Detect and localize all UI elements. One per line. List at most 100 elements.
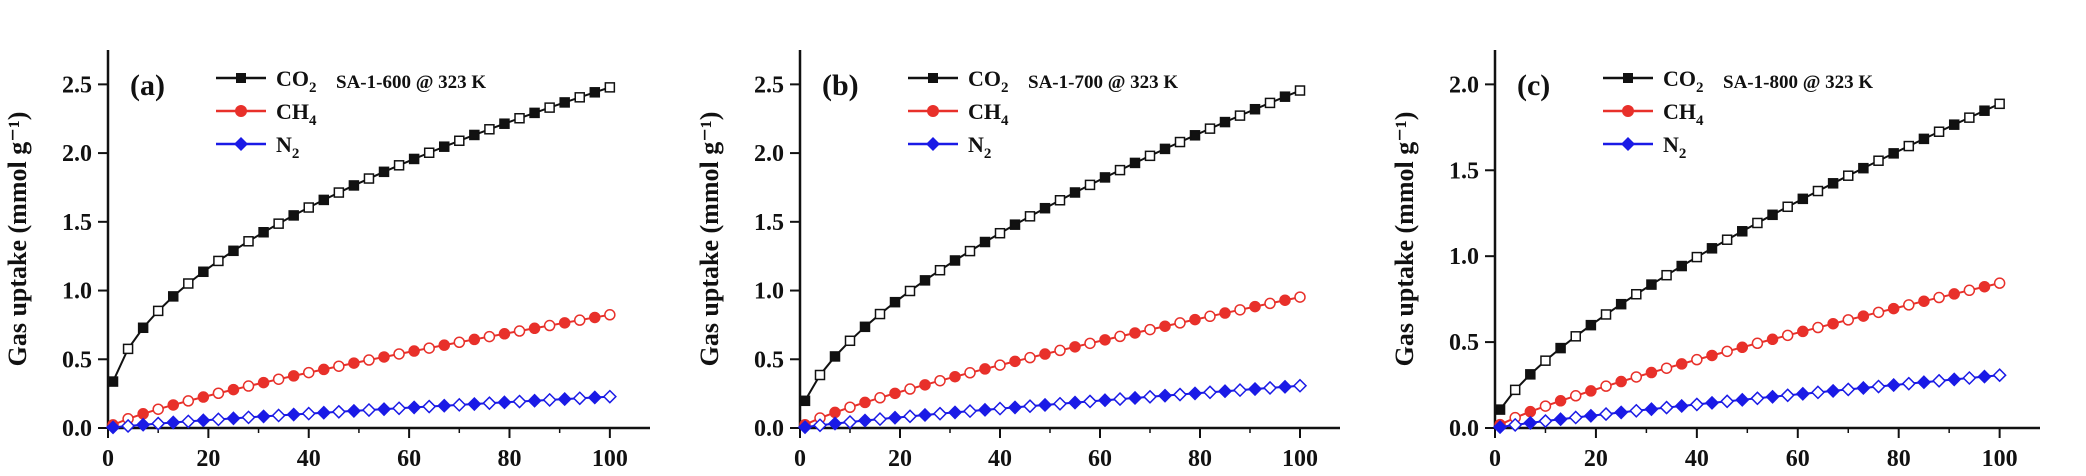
- data-point-CO2: [964, 245, 976, 257]
- data-point-CO2: [1842, 170, 1854, 181]
- data-point-CO2: [1706, 243, 1718, 254]
- data-point-N2: [1553, 412, 1568, 427]
- data-point-CH4: [1539, 400, 1552, 412]
- data-point-CH4: [1827, 317, 1839, 330]
- data-point-CO2: [1812, 185, 1824, 197]
- data-point-N2: [1841, 382, 1856, 397]
- data-point-CH4: [333, 360, 345, 372]
- data-point-N2: [467, 396, 482, 412]
- data-point-CO2: [1615, 298, 1627, 310]
- data-point-CH4: [1706, 349, 1718, 362]
- chart-panel-1: 0 20 40 60 80 100 0.0 0.5 1.0 1.5 2.0 2.5 Gas uptake…: [3, 50, 650, 472]
- panel-label: (c): [1517, 69, 1550, 102]
- data-point-N2: [286, 407, 301, 422]
- data-point-CO2: [243, 236, 254, 247]
- data-point-N2: [1277, 379, 1293, 394]
- legend-label-CO2: CO2: [276, 66, 317, 96]
- data-point-CH4: [1009, 355, 1021, 368]
- data-point-CO2: [1979, 105, 1990, 116]
- y-tick-label: 1.5: [62, 210, 92, 236]
- data-point-CO2: [1159, 143, 1171, 155]
- data-point-CH4: [1721, 345, 1733, 358]
- data-point-CO2: [499, 118, 510, 129]
- data-point-N2: [587, 390, 602, 405]
- data-point-CO2: [454, 135, 465, 147]
- data-point-CO2: [1994, 98, 2005, 110]
- data-point-CO2: [1540, 355, 1551, 366]
- data-point-CH4: [152, 403, 164, 415]
- data-point-CO2: [438, 141, 450, 152]
- x-tick-label: 80: [1188, 446, 1212, 472]
- x-tick-label: 100: [1982, 446, 2018, 472]
- data-point-N2: [557, 392, 572, 407]
- data-point-N2: [1157, 388, 1173, 403]
- legend-marker-CH4: [235, 105, 247, 117]
- data-point-CH4: [1645, 366, 1658, 379]
- data-point-CO2: [1174, 136, 1186, 148]
- data-point-CO2: [152, 305, 164, 317]
- data-point-CO2: [829, 351, 841, 362]
- data-point-CO2: [1918, 133, 1930, 145]
- data-point-N2: [1795, 386, 1810, 401]
- data-point-N2: [872, 412, 888, 427]
- data-point-CO2: [1646, 279, 1657, 290]
- data-point-CO2: [1114, 164, 1126, 176]
- data-point-CH4: [1842, 314, 1854, 326]
- data-point-CH4: [498, 328, 511, 340]
- data-point-CH4: [137, 408, 149, 420]
- data-point-N2: [1022, 399, 1038, 414]
- data-point-N2: [361, 402, 377, 418]
- y-tick-label: 1.0: [62, 279, 92, 305]
- series-line-CO2: [1499, 102, 2001, 411]
- data-point-CH4: [1993, 277, 2006, 289]
- y-tick-label: 1.5: [754, 210, 784, 236]
- data-point-CO2: [303, 202, 314, 213]
- legend-label-N2: N2: [968, 132, 991, 162]
- x-tick-label: 0: [1489, 446, 1501, 472]
- data-point-CO2: [1555, 342, 1566, 354]
- data-point-N2: [1568, 410, 1583, 425]
- data-point-N2: [316, 405, 331, 420]
- data-point-N2: [1992, 368, 2007, 383]
- data-point-N2: [407, 400, 422, 415]
- data-point-N2: [842, 414, 858, 430]
- data-point-CO2: [814, 369, 826, 381]
- data-point-CO2: [1570, 331, 1581, 342]
- data-point-CO2: [1509, 384, 1521, 396]
- data-point-CO2: [1600, 309, 1612, 320]
- data-point-CH4: [979, 363, 991, 375]
- data-point-N2: [497, 395, 512, 410]
- series-line-N2: [112, 395, 610, 429]
- data-point-CH4: [1219, 307, 1231, 319]
- data-point-CH4: [1918, 295, 1930, 307]
- data-point-CO2: [1858, 162, 1869, 174]
- data-point-N2: [196, 413, 211, 428]
- data-point-CH4: [1978, 280, 1991, 293]
- data-point-CO2: [1144, 150, 1156, 162]
- data-point-CO2: [1585, 319, 1597, 331]
- data-point-CO2: [1691, 251, 1703, 263]
- series-line-CO2: [112, 86, 611, 382]
- data-point-CH4: [1948, 288, 1960, 300]
- data-point-CH4: [1675, 358, 1688, 370]
- data-point-CH4: [1024, 351, 1036, 364]
- data-point-CO2: [979, 236, 991, 248]
- data-point-CO2: [1264, 97, 1276, 109]
- data-point-CH4: [1600, 380, 1612, 392]
- data-point-CH4: [513, 325, 526, 337]
- data-point-CH4: [1585, 385, 1597, 397]
- data-point-CO2: [137, 322, 149, 334]
- data-point-N2: [1232, 383, 1248, 398]
- data-point-N2: [542, 392, 557, 407]
- x-tick-label: 40: [988, 446, 1012, 472]
- data-point-CH4: [1204, 310, 1216, 323]
- data-point-N2: [121, 418, 136, 434]
- data-point-CH4: [1069, 341, 1081, 353]
- data-point-CO2: [318, 194, 330, 206]
- data-point-CH4: [1691, 353, 1703, 366]
- data-point-CO2: [1948, 119, 1960, 130]
- data-point-CH4: [573, 314, 586, 326]
- data-point-N2: [1901, 376, 1916, 391]
- data-point-CO2: [393, 160, 405, 171]
- y-tick-label: 2.0: [62, 141, 92, 167]
